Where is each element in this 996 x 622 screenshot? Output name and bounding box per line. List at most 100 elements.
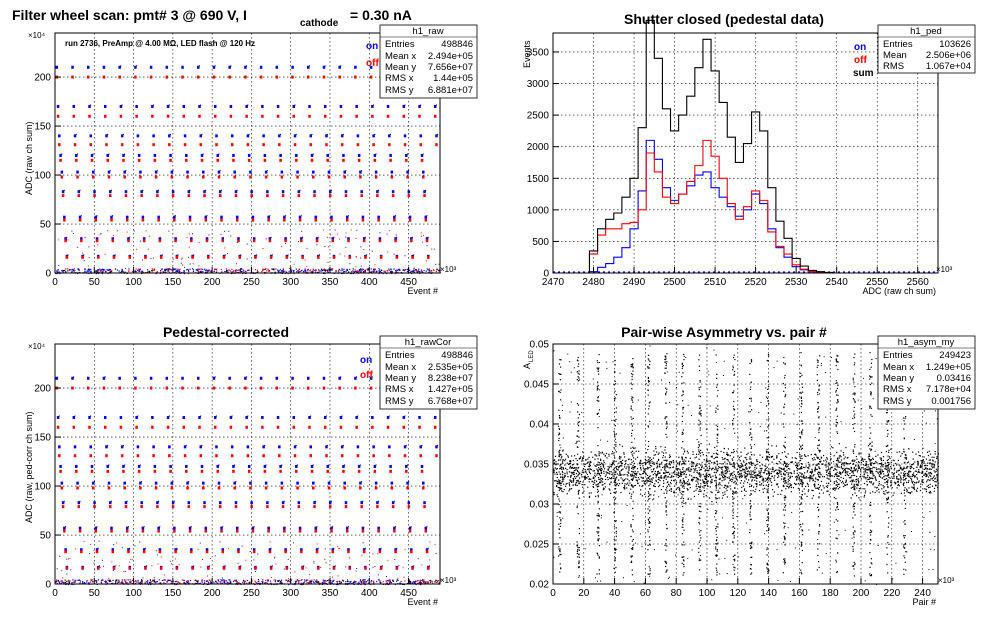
asym-point [595,480,598,482]
corr-noise-point [66,582,68,584]
raw-noise-point [59,272,61,275]
asym-point [584,471,586,473]
asym-point [825,485,827,487]
asym-point [853,480,855,482]
corr-off-point [187,505,191,509]
corr-off-point [250,505,253,509]
asym-point [808,476,811,478]
corr-transition-point [357,415,359,417]
corr-off-point [203,505,206,509]
asym-point [590,451,592,453]
asym-point [690,469,693,471]
asym-point [917,462,919,464]
corr-off-point [238,566,241,570]
corr-on-point [283,526,286,530]
raw-title-tail: = 0.30 nA [350,7,412,23]
asym-point [903,466,905,468]
asym-point [618,482,621,485]
corr-noise-point [227,582,229,584]
corr-on-point [87,376,90,380]
asym-point [910,478,913,480]
corr-on-point [168,445,171,449]
asym-point [786,469,788,471]
corr-noise-point [281,579,283,581]
corr-noise-point [153,580,155,582]
asym-point [896,477,898,479]
asym-point [901,468,903,470]
asym-point [645,468,647,470]
raw-noise-point [102,268,105,271]
corr-transition-point [381,565,383,567]
raw-on-point [259,65,263,69]
raw-noise-point [282,268,284,270]
asym-point [571,473,573,475]
raw-transition-point [205,189,207,191]
raw-noise-point [97,271,99,273]
corr-frame [54,343,441,585]
asym-point [933,456,935,458]
asym-point [883,476,885,478]
asym-point [631,479,634,482]
corr-noise-point [349,582,351,584]
asym-point [824,464,826,466]
asym-point [719,463,721,465]
asym-point [654,470,656,473]
asym-point [589,465,592,467]
asym-point [746,470,748,473]
asym-point [589,461,591,463]
asym-point [907,461,910,463]
asym-point [816,464,818,467]
asym-point [732,493,734,495]
asym-point [706,458,708,460]
raw-off-point [424,218,428,222]
asym-point [874,477,876,479]
corr-noise-point [203,582,206,584]
raw-noise-point [367,268,370,270]
asym-point [606,472,608,474]
corr-noise-point [318,582,320,584]
corr-noise-point [217,579,219,581]
corr-on-point [213,415,217,419]
raw-noise-point [268,270,270,273]
raw-noise-point [68,269,71,271]
raw-stats-label: Mean y [385,62,416,73]
asym-point [880,463,882,465]
raw-off-point [312,175,315,179]
asym-point [666,485,668,487]
asym-point [730,478,732,480]
asym-point [828,472,830,474]
corr-noise-point [396,580,398,582]
raw-on-point [123,170,126,174]
raw-noise-point [101,272,103,275]
corr-noise-point [230,582,232,584]
asymmetry-chart: Pair-wise Asymmetry vs. pair # ×10³ 0 20 4… [522,324,976,607]
raw-noise-point [98,271,100,273]
corr-off-point [322,386,326,390]
corr-off-point [216,469,219,473]
corr-off-point [269,566,273,570]
asym-point [647,448,649,451]
raw-noise-point [413,268,415,270]
asym-point [808,477,810,479]
raw-transition-point [435,104,437,106]
asym-point [583,490,585,492]
raw-noise-point [67,239,69,241]
asym-point [729,461,731,463]
asym-point [786,485,788,487]
raw-on-point [216,153,219,157]
raw-transition-point [425,189,427,191]
asym-point [646,461,649,463]
corr-noise-point [289,579,291,581]
asym-point [624,483,626,485]
asym-point [745,467,747,469]
corr-noise-point [146,581,148,583]
asym-point [790,486,792,489]
asym-point [646,482,648,484]
asym-point [741,475,744,477]
raw-noise-point [296,271,298,273]
raw-noise-point [359,268,361,271]
asym-point [657,459,660,461]
asym-point [931,473,933,475]
asym-point [750,463,752,465]
asym-point [618,457,620,459]
